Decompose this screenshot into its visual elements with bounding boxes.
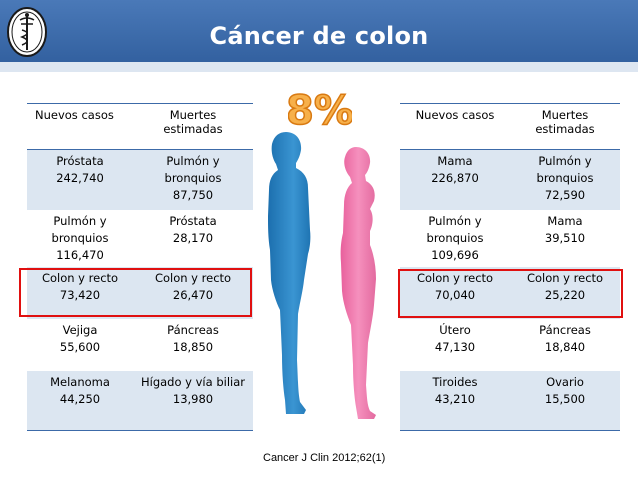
cancer-type: Colon y recto bbox=[526, 270, 604, 285]
cancer-type: Pulmón y bbox=[538, 154, 592, 168]
cancer-type: Colon y recto bbox=[154, 270, 232, 285]
cancer-type: Colon y recto bbox=[41, 270, 119, 285]
title-bar-band bbox=[0, 62, 638, 72]
men-new-cases-cell: Próstata 242,740 bbox=[27, 149, 133, 210]
women-table-row: Colon y recto 70,040 Colon y recto 25,220 bbox=[400, 266, 620, 319]
case-count: 13,980 bbox=[172, 391, 214, 406]
cancer-type: Hígado y vía biliar bbox=[140, 374, 245, 389]
case-count: 109,696 bbox=[431, 247, 479, 262]
case-count: 26,470 bbox=[172, 287, 214, 302]
women-cancer-table: Nuevos casos Muertes estimadas Mama 226,87… bbox=[400, 103, 620, 431]
women-new-cases-cell: Pulmón y bronquios 109,696 bbox=[400, 210, 510, 267]
men-header-deaths: Muertes estimadas bbox=[133, 103, 253, 150]
women-deaths-cell: Mama 39,510 bbox=[510, 210, 620, 267]
case-count: 73,420 bbox=[59, 287, 101, 302]
case-count: 44,250 bbox=[59, 391, 101, 406]
women-table-row: Tiroides 43,210 Ovario 15,500 bbox=[400, 370, 620, 431]
cancer-type: Pulmón y bbox=[428, 213, 482, 228]
cancer-type: Vejiga bbox=[62, 322, 98, 337]
women-deaths-cell: Pulmón y bronquios 72,590 bbox=[510, 149, 620, 210]
men-table-row: Vejiga 55,600 Páncreas 18,850 bbox=[27, 319, 253, 371]
title-bar bbox=[0, 0, 638, 72]
cancer-type: Melanoma bbox=[50, 374, 110, 389]
men-new-cases-cell: Vejiga 55,600 bbox=[27, 319, 133, 371]
women-deaths-cell: Colon y recto 25,220 bbox=[510, 266, 620, 319]
men-deaths-cell: Pulmón y bronquios 87,750 bbox=[133, 149, 253, 210]
cancer-type: Pulmón y bbox=[166, 154, 220, 168]
cancer-type: bronquios bbox=[164, 171, 222, 185]
men-colon-highlight bbox=[19, 268, 252, 317]
case-count: 15,500 bbox=[544, 391, 586, 406]
cancer-type: Tiroides bbox=[432, 374, 478, 389]
women-table-row: Útero 47,130 Páncreas 18,840 bbox=[400, 319, 620, 371]
women-deaths-cell: Páncreas 18,840 bbox=[510, 319, 620, 371]
cancer-type: Mama bbox=[437, 154, 473, 168]
cancer-type: bronquios bbox=[51, 230, 109, 245]
men-table-row: Colon y recto 73,420 Colon y recto 26,470 bbox=[27, 266, 253, 319]
case-count: 28,170 bbox=[172, 230, 214, 245]
men-deaths-cell: Páncreas 18,850 bbox=[133, 319, 253, 371]
women-header-deaths: Muertes estimadas bbox=[510, 103, 620, 150]
men-table-row: Melanoma 44,250 Hígado y vía biliar 13,980 bbox=[27, 370, 253, 431]
male-silhouette bbox=[268, 132, 311, 414]
cancer-type: Mama bbox=[547, 213, 583, 228]
page-title: Cáncer de colon bbox=[209, 22, 429, 50]
case-count: 39,510 bbox=[544, 230, 586, 245]
case-count: 55,600 bbox=[59, 339, 101, 354]
men-table-row: Próstata 242,740 Pulmón y bronquios 87,750 bbox=[27, 149, 253, 210]
citation: Cancer J Clin 2012;62(1) bbox=[263, 452, 386, 464]
cancer-type: Pulmón y bbox=[53, 213, 107, 228]
cancer-type: Colon y recto bbox=[416, 270, 494, 285]
women-new-cases-cell: Colon y recto 70,040 bbox=[400, 266, 510, 319]
men-new-cases-cell: Pulmón y bronquios 116,470 bbox=[27, 210, 133, 267]
cancer-type: Páncreas bbox=[539, 322, 591, 337]
cancer-type: Próstata bbox=[169, 213, 217, 228]
men-new-cases-cell: Melanoma 44,250 bbox=[27, 370, 133, 431]
women-colon-highlight bbox=[398, 269, 623, 318]
men-deaths-cell: Hígado y vía biliar 13,980 bbox=[133, 370, 253, 431]
men-deaths-cell: Colon y recto 26,470 bbox=[133, 266, 253, 319]
case-count: 242,740 bbox=[56, 171, 104, 185]
case-count: 72,590 bbox=[544, 188, 586, 202]
women-new-cases-cell: Útero 47,130 bbox=[400, 319, 510, 371]
case-count: 87,750 bbox=[172, 188, 214, 202]
cancer-type: Ovario bbox=[546, 374, 584, 389]
men-header-new-cases: Nuevos casos bbox=[27, 103, 133, 150]
cancer-type: bronquios bbox=[426, 230, 484, 245]
women-new-cases-cell: Mama 226,870 bbox=[400, 149, 510, 210]
case-count: 47,130 bbox=[434, 339, 476, 354]
cancer-type: Útero bbox=[439, 322, 471, 337]
female-silhouette bbox=[340, 147, 376, 419]
case-count: 70,040 bbox=[434, 287, 476, 302]
men-deaths-cell: Próstata 28,170 bbox=[133, 210, 253, 267]
case-count: 226,870 bbox=[431, 171, 479, 185]
svg-text:8%: 8% bbox=[288, 88, 352, 130]
women-table-row: Mama 226,870 Pulmón y bronquios 72,590 bbox=[400, 149, 620, 210]
case-count: 18,840 bbox=[544, 339, 586, 354]
cancer-type: Páncreas bbox=[167, 322, 219, 337]
percentage-badge: 8% bbox=[288, 87, 352, 130]
men-table-row: Pulmón y bronquios 116,470 Próstata 28,170 bbox=[27, 210, 253, 267]
caduceus-seal-icon bbox=[7, 7, 47, 57]
case-count: 116,470 bbox=[56, 247, 104, 262]
men-new-cases-cell: Colon y recto 73,420 bbox=[27, 266, 133, 319]
case-count: 25,220 bbox=[544, 287, 586, 302]
women-table-row: Pulmón y bronquios 109,696 Mama 39,510 bbox=[400, 210, 620, 267]
case-count: 18,850 bbox=[172, 339, 214, 354]
women-deaths-cell: Ovario 15,500 bbox=[510, 370, 620, 431]
women-new-cases-cell: Tiroides 43,210 bbox=[400, 370, 510, 431]
cancer-type: bronquios bbox=[536, 171, 594, 185]
men-cancer-table: Nuevos casos Muertes estimadas Próstata 24… bbox=[27, 103, 253, 431]
case-count: 43,210 bbox=[434, 391, 476, 406]
cancer-type: Próstata bbox=[56, 154, 104, 168]
women-header-new-cases: Nuevos casos bbox=[400, 103, 510, 150]
